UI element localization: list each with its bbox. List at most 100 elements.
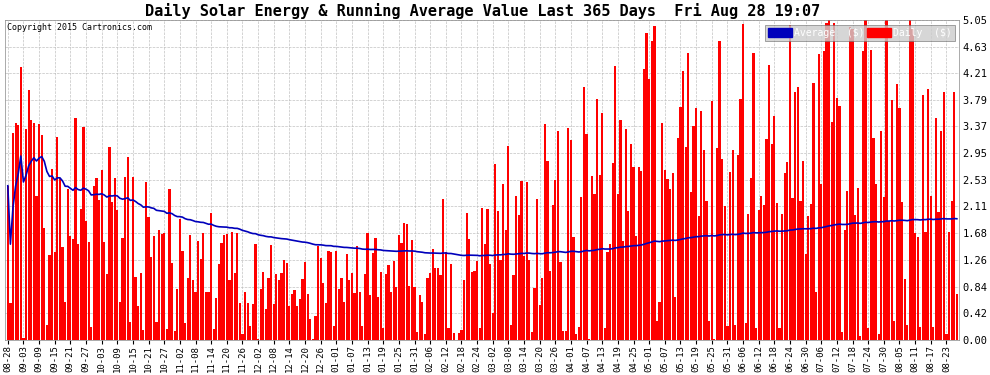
Bar bbox=[445, 252, 446, 340]
Bar bbox=[656, 321, 658, 340]
Bar bbox=[262, 272, 264, 340]
Bar bbox=[358, 292, 361, 340]
Bar bbox=[79, 209, 82, 340]
Bar bbox=[231, 232, 233, 340]
Bar bbox=[440, 275, 442, 340]
Bar bbox=[421, 302, 424, 340]
Bar bbox=[38, 124, 41, 340]
Bar bbox=[403, 224, 405, 340]
Bar bbox=[575, 334, 577, 340]
Bar bbox=[818, 54, 820, 340]
Bar bbox=[90, 327, 92, 340]
Bar bbox=[877, 334, 880, 340]
Bar bbox=[165, 329, 168, 340]
Bar bbox=[393, 261, 395, 340]
Bar bbox=[124, 177, 126, 340]
Bar bbox=[424, 334, 426, 340]
Bar bbox=[163, 232, 165, 340]
Bar bbox=[189, 235, 191, 340]
Bar bbox=[880, 130, 882, 340]
Bar bbox=[658, 302, 660, 340]
Bar bbox=[732, 150, 734, 340]
Bar bbox=[643, 69, 645, 340]
Bar bbox=[617, 194, 619, 340]
Bar bbox=[906, 326, 909, 340]
Bar bbox=[888, 221, 890, 340]
Bar bbox=[379, 272, 382, 340]
Bar bbox=[904, 279, 906, 340]
Bar bbox=[633, 167, 635, 340]
Bar bbox=[692, 126, 695, 340]
Bar bbox=[898, 108, 901, 340]
Bar bbox=[36, 196, 38, 340]
Bar bbox=[687, 53, 689, 340]
Bar bbox=[77, 244, 79, 340]
Bar bbox=[249, 326, 251, 340]
Bar bbox=[620, 120, 622, 340]
Bar bbox=[950, 201, 952, 340]
Bar bbox=[465, 213, 468, 340]
Bar bbox=[854, 215, 856, 340]
Bar bbox=[176, 290, 178, 340]
Bar bbox=[264, 309, 267, 340]
Bar bbox=[690, 192, 692, 340]
Bar bbox=[914, 233, 916, 340]
Bar bbox=[17, 125, 20, 340]
Bar bbox=[922, 95, 924, 340]
Bar bbox=[612, 163, 614, 340]
Bar bbox=[867, 328, 869, 340]
Bar bbox=[74, 118, 76, 340]
Bar bbox=[588, 339, 590, 340]
Bar bbox=[411, 240, 413, 340]
Bar bbox=[661, 123, 663, 340]
Bar bbox=[920, 327, 922, 340]
Bar bbox=[494, 164, 496, 340]
Bar bbox=[186, 278, 189, 340]
Bar bbox=[49, 255, 50, 340]
Bar bbox=[343, 302, 346, 340]
Bar bbox=[593, 194, 596, 340]
Bar bbox=[518, 215, 520, 340]
Bar bbox=[419, 295, 421, 340]
Bar bbox=[348, 279, 350, 340]
Bar bbox=[927, 89, 930, 340]
Bar bbox=[869, 50, 872, 340]
Bar bbox=[272, 304, 275, 340]
Legend: Average  ($), Daily  ($): Average ($), Daily ($) bbox=[765, 25, 954, 40]
Bar bbox=[286, 263, 288, 340]
Bar bbox=[160, 234, 162, 340]
Bar bbox=[270, 246, 272, 340]
Bar bbox=[813, 82, 815, 340]
Bar bbox=[891, 100, 893, 340]
Bar bbox=[831, 122, 833, 340]
Bar bbox=[564, 331, 567, 340]
Bar bbox=[609, 244, 611, 340]
Bar bbox=[778, 328, 781, 340]
Bar bbox=[650, 40, 652, 340]
Bar bbox=[30, 120, 33, 340]
Bar bbox=[851, 30, 853, 340]
Bar bbox=[542, 278, 544, 340]
Text: Copyright 2015 Cartronics.com: Copyright 2015 Cartronics.com bbox=[7, 23, 152, 32]
Bar bbox=[671, 172, 674, 340]
Bar bbox=[137, 306, 140, 340]
Bar bbox=[135, 277, 137, 340]
Bar bbox=[567, 128, 569, 340]
Bar bbox=[630, 144, 632, 340]
Bar bbox=[768, 64, 770, 340]
Bar bbox=[328, 251, 330, 340]
Bar bbox=[789, 25, 791, 340]
Bar bbox=[635, 236, 638, 340]
Bar bbox=[116, 210, 119, 340]
Bar bbox=[502, 184, 504, 340]
Bar bbox=[44, 228, 46, 340]
Bar bbox=[773, 116, 775, 340]
Bar bbox=[885, 20, 888, 340]
Bar bbox=[513, 275, 515, 340]
Bar bbox=[842, 332, 843, 340]
Bar bbox=[556, 131, 559, 340]
Bar bbox=[729, 172, 731, 340]
Bar bbox=[98, 201, 100, 340]
Bar bbox=[471, 272, 473, 340]
Bar bbox=[468, 238, 470, 340]
